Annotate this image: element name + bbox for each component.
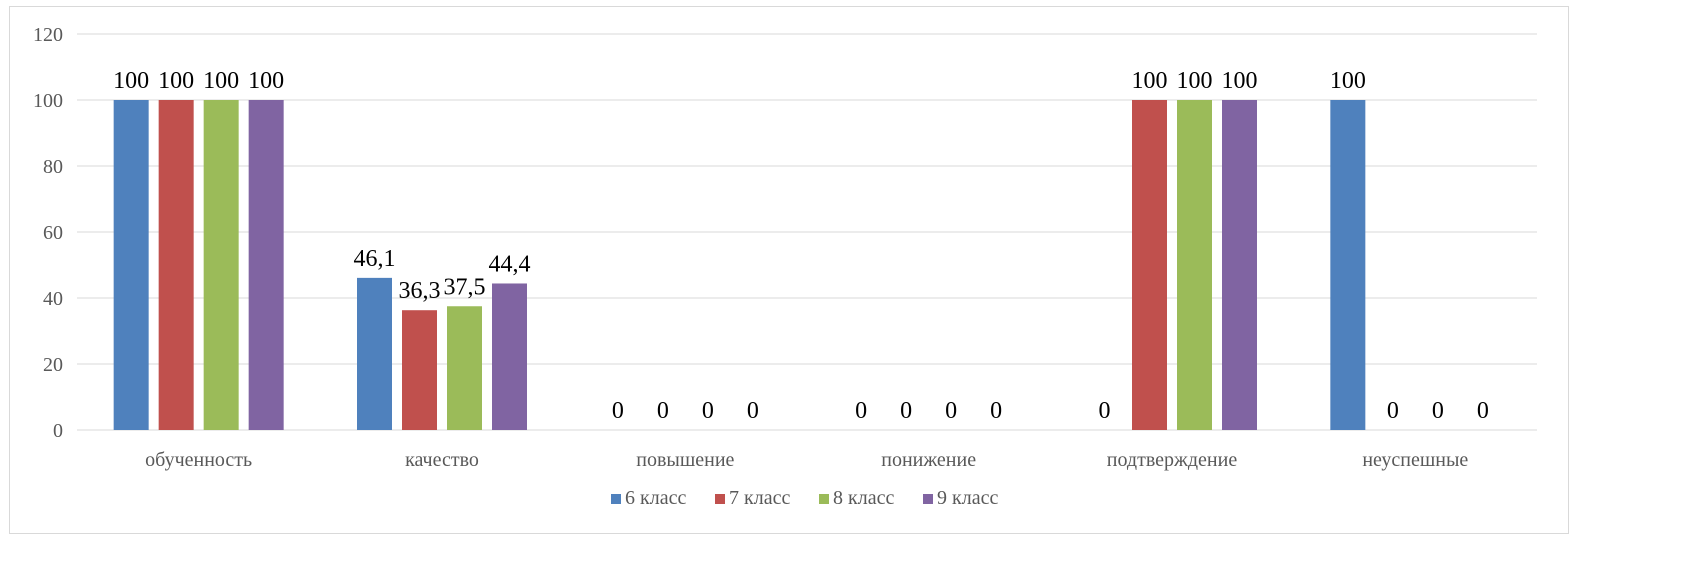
category-label: подтверждение [1107, 449, 1238, 471]
y-tick-label: 120 [33, 24, 63, 46]
bar [1330, 100, 1366, 430]
data-label: 100 [1177, 68, 1213, 94]
data-label: 0 [1432, 398, 1444, 424]
bar-chart: 0 20 40 60 80 100 120 100 100 100 100 46,136,3 37,5… [33, 24, 1537, 509]
gridlines [77, 33, 1537, 431]
data-label: 0 [900, 398, 912, 424]
bars [113, 100, 1366, 430]
bar [402, 310, 437, 430]
bar [1222, 100, 1257, 430]
y-tick-label: 40 [43, 288, 63, 310]
data-label: 100 [1222, 68, 1258, 94]
y-tick-label: 20 [43, 354, 63, 376]
data-label: 0 [855, 398, 867, 424]
y-tick-label: 60 [43, 222, 63, 244]
bar [1132, 100, 1167, 430]
category-labels: обученность качество повышение понижение под… [145, 449, 1468, 471]
data-label: 0 [702, 398, 714, 424]
category-label: обученность [145, 449, 252, 471]
data-label: 0 [657, 398, 669, 424]
data-label: 100 [113, 68, 149, 94]
data-label: 46,1 [354, 246, 396, 272]
data-label: 100 [1132, 68, 1168, 94]
y-axis-ticks: 0 20 40 60 80 100 120 [33, 24, 63, 442]
data-label: 0 [990, 398, 1002, 424]
data-label: 0 [1477, 398, 1489, 424]
data-label: 100 [1330, 68, 1366, 94]
data-label: 44,4 [489, 251, 531, 277]
bar [158, 100, 194, 430]
legend: 6 класс 7 класс 8 класс 9 класс [611, 487, 998, 509]
bar [113, 100, 149, 430]
legend-swatch [923, 494, 933, 504]
bar [357, 277, 392, 430]
data-label: 100 [203, 68, 239, 94]
category-label: неуспешные [1362, 449, 1468, 471]
data-label: 100 [248, 68, 284, 94]
data-label: 0 [945, 398, 957, 424]
y-tick-label: 100 [33, 90, 63, 112]
legend-swatch [715, 494, 725, 504]
data-label: 37,5 [444, 274, 486, 300]
legend-swatch [611, 494, 621, 504]
data-label: 36,3 [399, 278, 441, 304]
legend-swatch [819, 494, 829, 504]
data-label: 0 [1099, 398, 1111, 424]
y-tick-label: 0 [53, 420, 63, 442]
category-label: повышение [636, 449, 734, 471]
chart-area: 0 20 40 60 80 100 120 100 100 100 100 46,1 36,3 37,5… [9, 6, 1569, 534]
bar [248, 100, 284, 430]
category-label: качество [405, 449, 479, 471]
data-label: 0 [1387, 398, 1399, 424]
data-label: 0 [612, 398, 624, 424]
bar [447, 306, 482, 430]
data-labels: 100 100 100 100 46,136,3 37,544,4 0 0 0 0 0 0 0 0 0 100… [113, 68, 1489, 424]
bar [203, 100, 239, 430]
data-label: 0 [747, 398, 759, 424]
legend-label: 6 класс [625, 487, 686, 509]
bar [1177, 100, 1212, 430]
legend-label: 8 класс [833, 487, 894, 509]
category-label: понижение [881, 449, 976, 471]
legend-label: 7 класс [729, 487, 790, 509]
legend-label: 9 класс [937, 487, 998, 509]
y-tick-label: 80 [43, 156, 63, 178]
data-label: 100 [158, 68, 194, 94]
bar [492, 283, 527, 430]
